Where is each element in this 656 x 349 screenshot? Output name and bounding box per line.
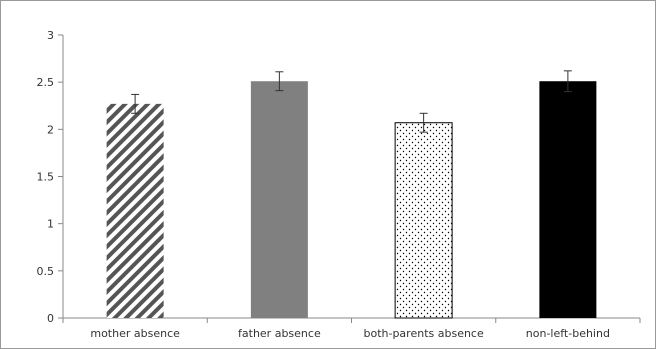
y-tick-label: 2.5 [37,76,55,89]
y-tick-label: 1.5 [37,171,55,184]
bar-mother-absence [106,103,164,318]
y-tick-label: 2 [47,123,54,136]
error-bars [131,70,572,133]
x-axis: mother absence father absence both-parents… [62,317,641,340]
x-tick-label: non-left-behind [526,327,610,340]
bar-non-left-behind [539,81,597,319]
y-tick-label: 0 [47,312,54,325]
y-tick-label: 0.5 [37,265,55,278]
x-tick-label: both-parents absence [363,327,483,340]
bar-father-absence [250,81,308,319]
x-tick-label: father absence [238,327,321,340]
y-axis: 0 0.5 1 1.5 2 2.5 3 [37,29,64,325]
bar-both-parents-absence [394,122,453,319]
bars [106,81,597,319]
y-tick-label: 3 [47,29,54,42]
x-tick-label: mother absence [90,327,180,340]
y-tick-label: 1 [47,218,54,231]
